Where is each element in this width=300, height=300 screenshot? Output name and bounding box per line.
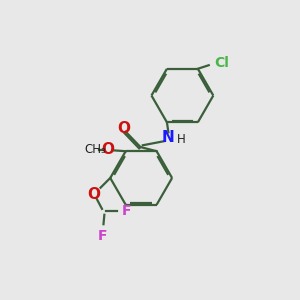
Text: F: F	[98, 230, 108, 244]
Text: F: F	[122, 204, 131, 218]
Text: O: O	[101, 142, 114, 157]
Text: Cl: Cl	[214, 56, 229, 70]
Text: O: O	[88, 187, 100, 202]
Text: O: O	[117, 121, 130, 136]
Text: H: H	[177, 133, 185, 146]
Text: N: N	[162, 130, 175, 145]
Text: CH₃: CH₃	[84, 143, 106, 156]
